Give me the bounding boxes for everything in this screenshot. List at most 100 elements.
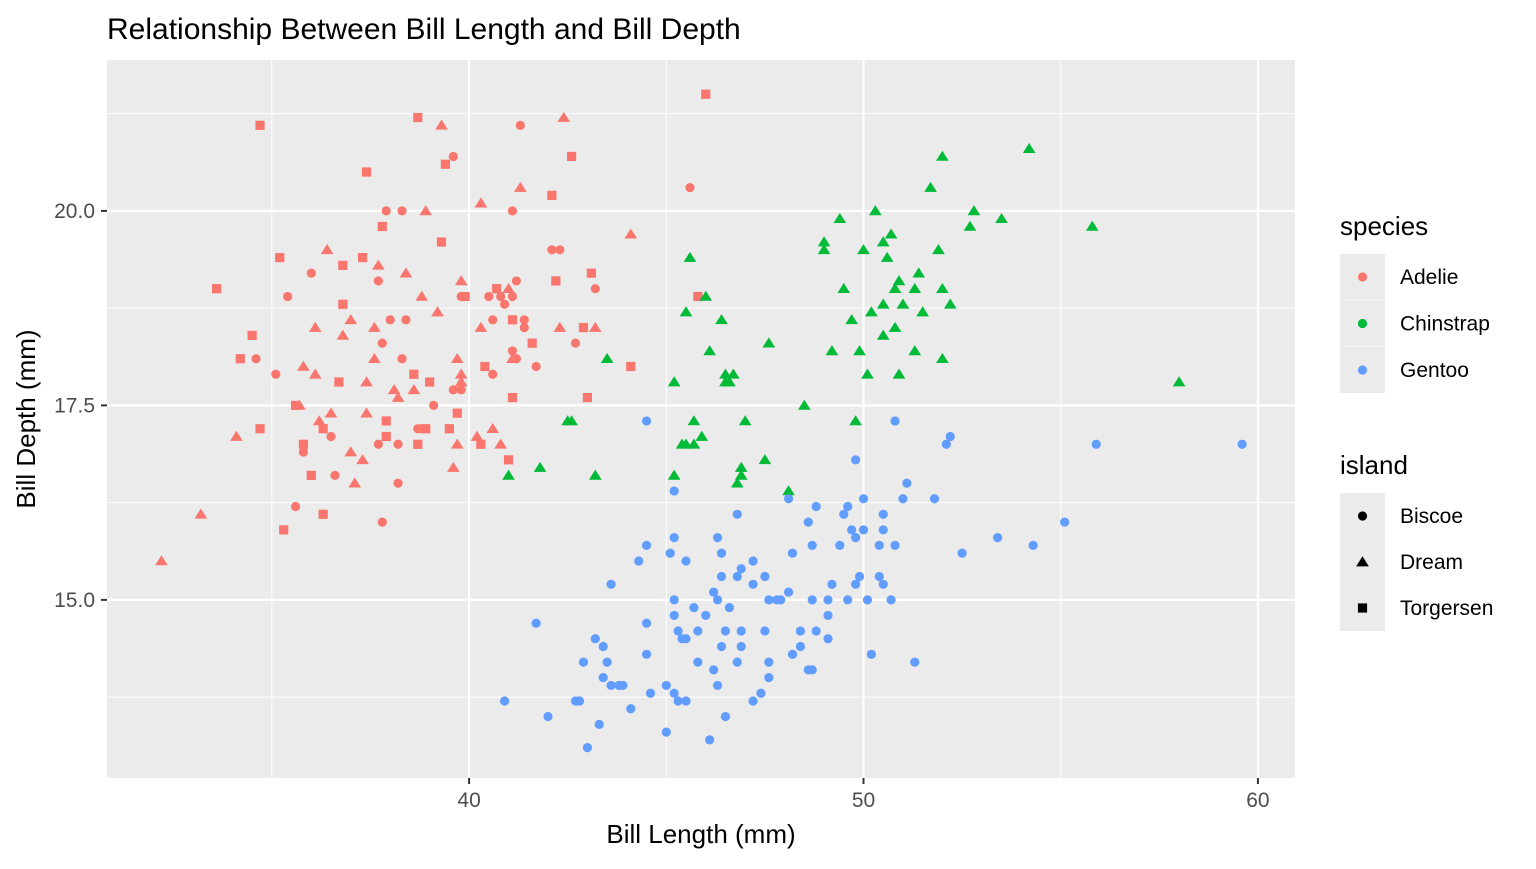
point-gentoo-biscoe <box>858 494 869 504</box>
legend-label-gentoo: Gentoo <box>1400 359 1469 382</box>
point-gentoo-biscoe <box>910 657 920 667</box>
point-gentoo-biscoe <box>795 626 805 636</box>
point-adelie-biscoe <box>507 291 518 302</box>
point-adelie-biscoe <box>547 245 557 255</box>
point-chinstrap-dream <box>853 345 866 356</box>
point-adelie-biscoe <box>488 369 498 379</box>
point-chinstrap-dream <box>1172 376 1186 387</box>
point-adelie-biscoe <box>397 206 407 216</box>
point-adelie-biscoe <box>519 315 529 325</box>
point-gentoo-biscoe <box>748 556 758 566</box>
point-gentoo-biscoe <box>732 509 742 519</box>
point-chinstrap-dream <box>876 298 890 309</box>
point-gentoo-biscoe <box>598 641 608 652</box>
plot-panel <box>107 60 1295 778</box>
point-gentoo-biscoe <box>716 571 727 582</box>
point-adelie-biscoe <box>507 206 518 216</box>
point-adelie-torgersen <box>460 291 470 302</box>
point-adelie-torgersen <box>235 354 245 364</box>
point-gentoo-biscoe <box>823 610 833 621</box>
point-adelie-torgersen <box>547 190 557 200</box>
point-adelie-torgersen <box>421 424 431 434</box>
point-gentoo-biscoe <box>712 533 723 543</box>
point-chinstrap-dream <box>908 282 922 294</box>
point-chinstrap-dream <box>963 220 977 231</box>
point-gentoo-biscoe <box>709 587 719 597</box>
point-adelie-dream <box>387 384 401 395</box>
point-chinstrap-dream <box>502 469 515 480</box>
point-chinstrap-dream <box>565 415 578 426</box>
point-gentoo-biscoe <box>898 494 908 504</box>
legend-island-title: island <box>1340 450 1408 480</box>
legend-key-biscoe <box>1357 511 1368 521</box>
point-adelie-torgersen <box>318 424 328 434</box>
point-gentoo-biscoe <box>673 626 683 636</box>
point-adelie-biscoe <box>377 338 387 348</box>
legend-island: island Biscoe Dream Torgersen <box>1340 450 1493 631</box>
point-adelie-torgersen <box>551 276 561 286</box>
point-chinstrap-dream <box>727 368 740 379</box>
point-gentoo-biscoe <box>665 548 675 558</box>
point-adelie-dream <box>308 368 322 379</box>
point-adelie-dream <box>230 430 243 441</box>
point-gentoo-biscoe <box>732 571 742 582</box>
x-tick-label: 40 <box>457 789 480 812</box>
point-adelie-torgersen <box>444 424 454 434</box>
point-chinstrap-dream <box>730 477 744 488</box>
point-adelie-dream <box>624 228 638 239</box>
point-gentoo-biscoe <box>945 431 955 442</box>
legend-key-torgersen <box>1357 603 1368 613</box>
point-adelie-dream <box>336 329 350 340</box>
point-gentoo-biscoe <box>709 665 719 675</box>
point-chinstrap-dream <box>869 205 882 216</box>
point-chinstrap-dream <box>699 290 713 301</box>
point-gentoo-biscoe <box>957 548 967 558</box>
point-adelie-dream <box>348 477 362 488</box>
point-adelie-biscoe <box>555 245 565 255</box>
point-gentoo-biscoe <box>858 525 869 535</box>
point-chinstrap-dream <box>715 314 728 325</box>
point-gentoo-biscoe <box>851 579 861 589</box>
point-adelie-biscoe <box>377 517 387 527</box>
point-gentoo-biscoe <box>1060 517 1070 527</box>
point-gentoo-biscoe <box>716 641 727 652</box>
point-gentoo-biscoe <box>689 603 699 613</box>
point-chinstrap-dream <box>888 282 902 294</box>
point-gentoo-biscoe <box>661 727 671 737</box>
legend-species-title: species <box>1340 211 1428 241</box>
point-adelie-dream <box>494 438 507 449</box>
point-adelie-biscoe <box>381 206 391 216</box>
point-gentoo-biscoe <box>878 579 888 589</box>
point-gentoo-biscoe <box>807 540 817 551</box>
point-gentoo-biscoe <box>626 704 636 714</box>
y-tick-label: 17.5 <box>54 394 95 417</box>
point-adelie-biscoe <box>507 346 518 356</box>
point-adelie-biscoe <box>448 385 458 395</box>
point-adelie-torgersen <box>357 252 368 263</box>
point-adelie-biscoe <box>511 276 522 286</box>
point-gentoo-biscoe <box>843 595 853 605</box>
point-chinstrap-dream <box>943 298 957 309</box>
point-adelie-torgersen <box>275 252 285 263</box>
point-adelie-dream <box>470 430 484 441</box>
point-adelie-torgersen <box>492 284 502 294</box>
point-chinstrap-dream <box>924 181 937 192</box>
point-chinstrap-dream <box>758 454 772 465</box>
point-gentoo-biscoe <box>732 657 742 667</box>
point-adelie-dream <box>415 290 429 301</box>
point-chinstrap-dream <box>936 282 949 294</box>
point-gentoo-biscoe <box>1237 439 1247 449</box>
point-gentoo-biscoe <box>807 665 817 675</box>
point-chinstrap-dream <box>533 461 547 472</box>
point-adelie-torgersen <box>338 260 348 270</box>
point-gentoo-biscoe <box>578 657 589 667</box>
point-gentoo-biscoe <box>878 509 888 519</box>
legend-species: species Adelie Chinstrap Gentoo <box>1340 211 1490 393</box>
point-chinstrap-dream <box>932 244 945 255</box>
point-chinstrap-dream <box>782 485 795 496</box>
point-gentoo-biscoe <box>874 540 884 551</box>
legend-label-chinstrap: Chinstrap <box>1400 313 1490 336</box>
point-gentoo-biscoe <box>890 540 900 551</box>
point-gentoo-biscoe <box>886 595 896 605</box>
point-adelie-torgersen <box>255 424 265 434</box>
